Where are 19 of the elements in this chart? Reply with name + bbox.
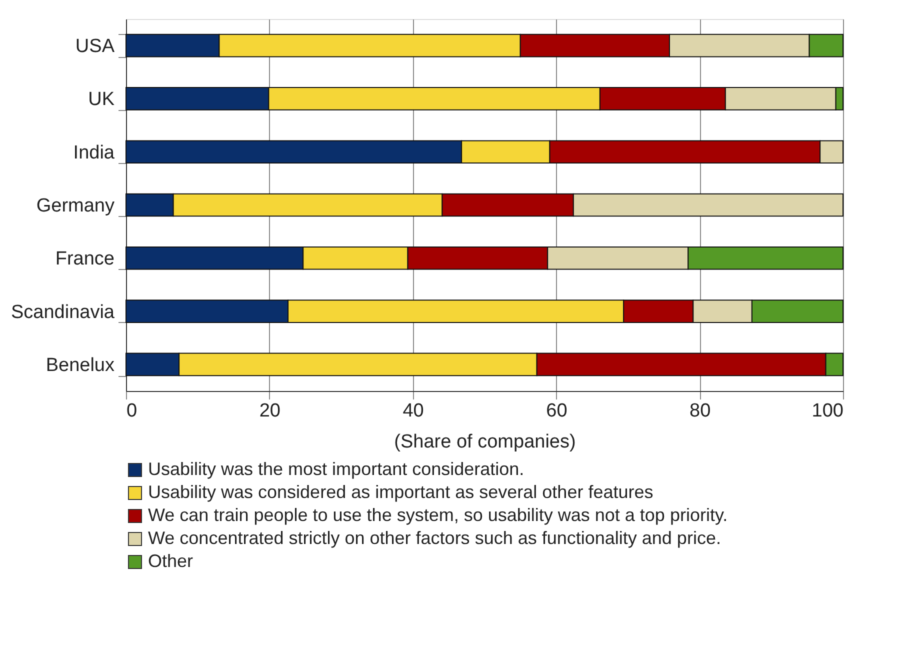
x-tick-label: 60 xyxy=(546,400,568,422)
y-tick-label: Scandinavia xyxy=(10,302,115,323)
legend-label: Other xyxy=(148,551,194,571)
legend-label: We concentrated strictly on other factors such as functionality and price. xyxy=(148,528,721,548)
x-tick-label: 20 xyxy=(259,400,280,422)
x-axis-title: (Share of companies) xyxy=(394,432,576,452)
legend-label: Usability was considered as important as several other features xyxy=(148,482,654,502)
x-tick-label: 100 xyxy=(812,400,844,422)
x-tick-label: 80 xyxy=(690,400,711,422)
y-tick-label: Benelux xyxy=(46,354,115,376)
y-tick-label: Germany xyxy=(36,196,115,216)
legend-label: We can train people to use the system, so usability was not a top priority. xyxy=(148,505,728,525)
y-tick-label: France xyxy=(55,248,114,270)
y-tick-label: India xyxy=(73,142,115,164)
y-tick-label: UK xyxy=(88,89,115,110)
x-tick-label: 40 xyxy=(402,400,424,422)
x-tick-label: 0 xyxy=(126,400,138,422)
y-tick-label: USA xyxy=(75,36,115,58)
legend-label: Usability was the most important consideration. xyxy=(148,459,524,479)
